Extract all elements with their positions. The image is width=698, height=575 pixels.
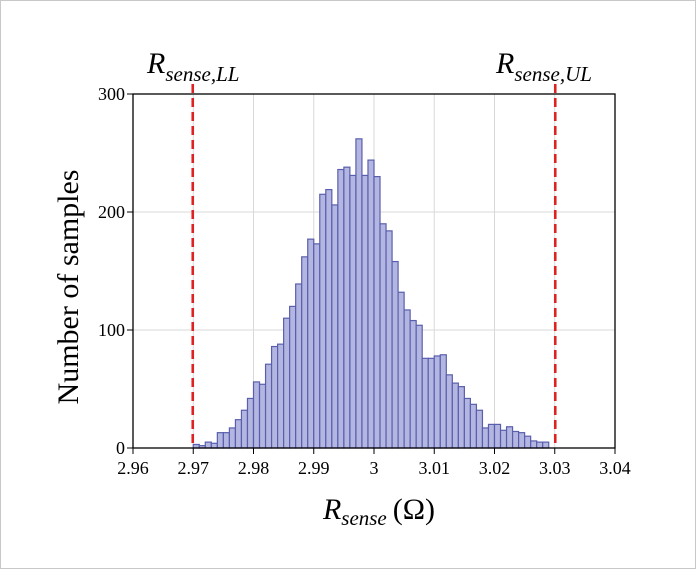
histogram-bar — [307, 238, 315, 449]
y-axis-label: Number of samples — [52, 170, 85, 405]
histogram-bar — [530, 440, 538, 449]
histogram-bar — [469, 403, 478, 449]
x-tick-label: 2.99 — [298, 458, 330, 478]
histogram-bar — [536, 441, 544, 449]
histogram-bar — [325, 188, 333, 449]
histogram-bar — [511, 430, 520, 449]
histogram-bar — [451, 382, 459, 449]
histogram-bar — [517, 432, 526, 449]
histogram-bar — [493, 423, 502, 449]
histogram-bar — [505, 426, 514, 449]
histogram-bar — [385, 230, 393, 449]
x-axis-label-symbol: R — [322, 493, 341, 526]
histogram-bar — [234, 419, 243, 449]
x-tick-label: 3 — [370, 458, 379, 478]
histogram-bar — [433, 355, 441, 449]
y-tick-label: 200 — [98, 202, 125, 222]
x-tick-label: 3.02 — [479, 458, 511, 478]
histogram-bar — [487, 423, 496, 449]
x-tick-label: 2.98 — [238, 458, 270, 478]
histogram-bar — [337, 168, 345, 449]
histogram-bar — [289, 305, 297, 449]
histogram-bars — [192, 138, 550, 449]
histogram-bar — [301, 256, 309, 449]
histogram-bar — [481, 427, 490, 449]
histogram-bar — [222, 432, 231, 449]
histogram-bar — [463, 397, 472, 449]
histogram-bar — [427, 357, 435, 449]
lower-limit-label: Rsense,LL — [146, 47, 239, 86]
histogram-bar — [415, 324, 423, 449]
axis-ticks: 2.96 2.97 2.98 2.99 3 3.01 3.02 3.03 3.04 0 100 200… — [98, 84, 631, 478]
x-axis-label-unit: (Ω) — [393, 493, 435, 526]
histogram-bar — [373, 176, 381, 449]
histogram-bar — [475, 409, 484, 449]
histogram-bar — [355, 138, 363, 449]
x-tick-label: 2.97 — [178, 458, 210, 478]
x-tick-label: 3.03 — [539, 458, 571, 478]
histogram-bar — [349, 174, 357, 449]
histogram-bar — [361, 174, 369, 449]
histogram-bar — [421, 357, 429, 449]
histogram-bar — [240, 409, 249, 449]
histogram-bar — [397, 291, 405, 449]
histogram-bar — [439, 354, 447, 449]
histogram-bar — [264, 363, 273, 449]
histogram-bar — [542, 441, 550, 449]
histogram-bar — [343, 166, 351, 449]
histogram-bar — [228, 427, 237, 449]
upper-limit-symbol: R — [495, 47, 514, 80]
x-axis-label-subscript: sense — [341, 506, 387, 530]
lower-limit-subscript: sense,LL — [165, 62, 239, 86]
histogram-bar — [204, 441, 212, 449]
y-tick-label: 0 — [116, 438, 125, 458]
histogram-bar — [457, 386, 465, 449]
histogram-bar — [252, 381, 261, 449]
histogram-bar — [331, 204, 339, 449]
histogram-bar — [403, 309, 411, 449]
histogram-bar — [246, 397, 255, 449]
histogram-bar — [367, 159, 375, 449]
upper-limit-subscript: sense,UL — [514, 62, 592, 86]
histogram-bar — [391, 260, 399, 449]
histogram-bar — [499, 429, 508, 449]
upper-limit-label: Rsense,UL — [495, 47, 592, 86]
limit-lines — [191, 84, 557, 448]
x-tick-label: 3.01 — [419, 458, 451, 478]
histogram-bar — [379, 223, 387, 449]
x-tick-label: 3.04 — [599, 458, 631, 478]
histogram-bar — [319, 193, 327, 449]
y-tick-label: 300 — [98, 84, 125, 104]
histogram-bar — [277, 343, 285, 449]
x-axis-label: Rsense (Ω) — [322, 493, 435, 530]
histogram-bar — [216, 432, 224, 449]
histogram-bar — [409, 319, 417, 449]
lower-limit-symbol: R — [146, 47, 165, 80]
histogram-bar — [258, 383, 267, 449]
histogram-bar — [313, 243, 321, 449]
histogram-bar — [524, 435, 532, 449]
histogram-bar — [295, 283, 303, 449]
histogram-bar — [270, 345, 279, 449]
histogram-bar — [283, 317, 291, 449]
y-tick-label: 100 — [98, 320, 125, 340]
histogram-bar — [445, 374, 453, 449]
histogram-bar — [210, 442, 218, 449]
x-tick-label: 2.96 — [117, 458, 149, 478]
